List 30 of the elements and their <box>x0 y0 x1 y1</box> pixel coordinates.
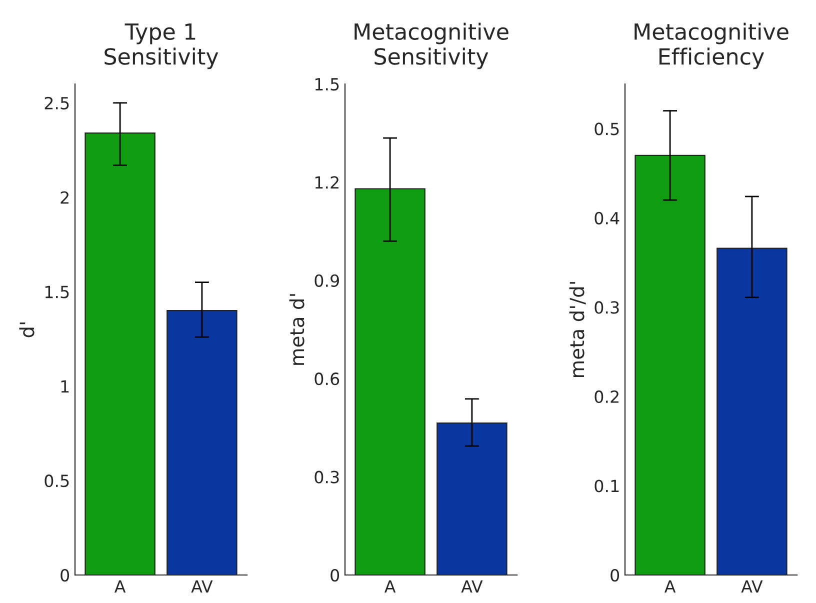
y-tick-label: 0.2 <box>594 390 618 404</box>
y-tick-label: 0 <box>610 568 620 582</box>
y-tick-label: 1.5 <box>315 78 339 91</box>
y-tick-label: 0.9 <box>314 274 339 287</box>
y-tick-label: 0.3 <box>594 301 619 314</box>
y-tick-label: 0.5 <box>594 122 619 136</box>
y-tick-label: 0 <box>60 568 70 582</box>
y-tick-label: 1.2 <box>315 176 338 189</box>
x-tick-label: AV <box>741 580 763 593</box>
x-tick-label: AV <box>191 580 213 593</box>
chart-title: Metacognitive Efficiency <box>634 22 788 70</box>
y-tick-label: 2.5 <box>44 96 69 110</box>
x-tick-label: A <box>114 580 126 593</box>
y-tick-label: 2 <box>60 191 68 204</box>
y-tick-label: 0.1 <box>594 480 619 492</box>
x-tick-label: A <box>384 580 396 593</box>
y-tick-label: 0 <box>330 568 340 582</box>
y-axis-title: meta d'/d' <box>569 282 586 378</box>
y-tick-label: 0.3 <box>314 470 339 484</box>
x-tick-label: A <box>664 580 676 593</box>
chart-title: Metacognitive Sensitivity <box>354 22 508 70</box>
y-tick-label: 1.5 <box>45 286 69 298</box>
y-axis-title: d' <box>19 322 34 338</box>
y-tick-label: 0.4 <box>594 212 620 224</box>
x-tick-label: AV <box>461 580 483 593</box>
y-tick-label: 0.5 <box>44 474 69 488</box>
y-tick-label: 0.6 <box>314 372 340 386</box>
y-tick-label: 1 <box>61 380 69 392</box>
y-axis-title: meta d' <box>289 294 304 365</box>
chart-title: Type 1 Sensitivity <box>104 23 218 70</box>
